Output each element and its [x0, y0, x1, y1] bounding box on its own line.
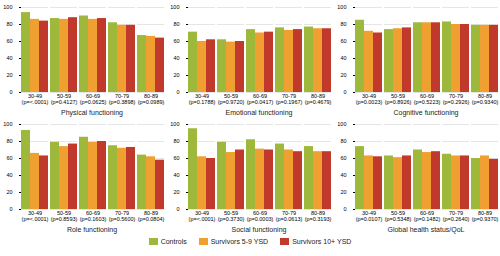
- svg-text:20: 20: [6, 189, 12, 195]
- svg-text:30-49(p=0.0023): 30-49(p=0.0023): [356, 93, 383, 105]
- svg-text:50-59(p=0.5348): 50-59(p=0.5348): [385, 210, 412, 222]
- svg-text:30-49(p=<.0001): 30-49(p=<.0001): [189, 210, 216, 222]
- html-text:Cognitive functioning: Cognitive functioning: [393, 109, 459, 116]
- svg-text:0: 0: [176, 89, 179, 95]
- html-text:Global health status/QoL: Global health status/QoL: [387, 226, 465, 233]
- svg-text:100: 100: [3, 4, 12, 10]
- svg-text:70-79(p=0.2640): 70-79(p=0.2640): [443, 210, 470, 222]
- svg-text:100: 100: [170, 4, 179, 10]
- svg-text:20: 20: [340, 72, 346, 78]
- svg-text:30-49(p=0.1788): 30-49(p=0.1788): [189, 93, 216, 105]
- svg-text:80-89(p=0.3193): 80-89(p=0.3193): [305, 210, 332, 222]
- svg-text:70-79(p=0.0613): 70-79(p=0.0613): [276, 210, 303, 222]
- html-text:Physical functioning: Physical functioning: [61, 109, 123, 116]
- svg-text:60-69(p=0.0417): 60-69(p=0.0417): [247, 93, 274, 105]
- svg-text:80: 80: [6, 21, 12, 27]
- svg-text:100: 100: [337, 4, 346, 10]
- svg-text:100: 100: [3, 121, 12, 127]
- svg-text:100: 100: [170, 121, 179, 127]
- svg-text:80: 80: [340, 138, 346, 144]
- svg-text:20: 20: [173, 189, 179, 195]
- svg-text:70-79(p=0.2926): 70-79(p=0.2926): [443, 93, 470, 105]
- svg-text:0: 0: [9, 206, 12, 212]
- svg-text:40: 40: [173, 55, 179, 61]
- svg-text:80: 80: [173, 21, 179, 27]
- html-text:Social functioning: Social functioning: [231, 226, 287, 233]
- svg-text:40: 40: [173, 172, 179, 178]
- html-text:Role functioning: Role functioning: [66, 226, 118, 233]
- svg-text:30-49(p=<.0001): 30-49(p=<.0001): [22, 93, 49, 105]
- svg-text:60: 60: [340, 155, 346, 161]
- svg-text:60: 60: [6, 155, 12, 161]
- svg-text:0: 0: [176, 206, 179, 212]
- svg-text:80: 80: [6, 138, 12, 144]
- svg-text:20: 20: [6, 72, 12, 78]
- html-text:Survivors 5-9 YSD: Survivors 5-9 YSD: [210, 238, 269, 245]
- svg-text:80-89(p=0.0804): 80-89(p=0.0804): [138, 210, 165, 222]
- svg-text:80-89(p=0.4679): 80-89(p=0.4679): [305, 93, 332, 105]
- html-text:Emotional functioning: Emotional functioning: [225, 109, 293, 116]
- svg-text:80-89(p=0.9370): 80-89(p=0.9370): [472, 210, 499, 222]
- svg-text:50-59(p=0.8926): 50-59(p=0.8926): [385, 93, 412, 105]
- svg-text:60-69(p=0.1603): 60-69(p=0.1603): [80, 210, 107, 222]
- svg-text:0: 0: [343, 206, 346, 212]
- svg-text:40: 40: [340, 172, 346, 178]
- svg-text:100: 100: [337, 121, 346, 127]
- html-text:Survivors 10+ YSD: Survivors 10+ YSD: [292, 238, 352, 245]
- svg-text:0: 0: [9, 89, 12, 95]
- svg-text:50-59(p=0.4127): 50-59(p=0.4127): [51, 93, 78, 105]
- html-text:Controls: Controls: [160, 238, 187, 245]
- svg-text:40: 40: [6, 172, 12, 178]
- svg-text:60-69(p=0.1482): 60-69(p=0.1482): [414, 210, 441, 222]
- svg-text:60-69(p=0.0003): 60-69(p=0.0003): [247, 210, 274, 222]
- svg-text:50-59(p=0.8593): 50-59(p=0.8593): [51, 210, 78, 222]
- svg-text:0: 0: [343, 89, 346, 95]
- svg-text:60: 60: [173, 155, 179, 161]
- svg-text:30-49(p=0.0107): 30-49(p=0.0107): [356, 210, 383, 222]
- svg-text:50-59(p=0.3730): 50-59(p=0.3730): [218, 210, 245, 222]
- svg-text:60-69(p=0.0625): 60-69(p=0.0625): [80, 93, 107, 105]
- svg-text:40: 40: [6, 55, 12, 61]
- svg-text:50-59(p=0.9720): 50-59(p=0.9720): [218, 93, 245, 105]
- svg-text:80: 80: [340, 21, 346, 27]
- svg-text:20: 20: [173, 72, 179, 78]
- svg-text:70-79(p=0.5600): 70-79(p=0.5600): [109, 210, 136, 222]
- svg-text:70-79(p=0.3898): 70-79(p=0.3898): [109, 93, 136, 105]
- svg-text:80-89(p=0.0989): 80-89(p=0.0989): [138, 93, 165, 105]
- svg-text:60: 60: [340, 38, 346, 44]
- svg-text:80: 80: [173, 138, 179, 144]
- svg-text:40: 40: [340, 55, 346, 61]
- svg-text:60-69(p=0.5223): 60-69(p=0.5223): [414, 93, 441, 105]
- svg-text:60: 60: [173, 38, 179, 44]
- svg-text:60: 60: [6, 38, 12, 44]
- svg-text:80-89(p=0.9340): 80-89(p=0.9340): [472, 93, 499, 105]
- svg-text:70-79(p=0.1967): 70-79(p=0.1967): [276, 93, 303, 105]
- svg-text:30-49(p=<.0001): 30-49(p=<.0001): [22, 210, 49, 222]
- svg-text:20: 20: [340, 189, 346, 195]
